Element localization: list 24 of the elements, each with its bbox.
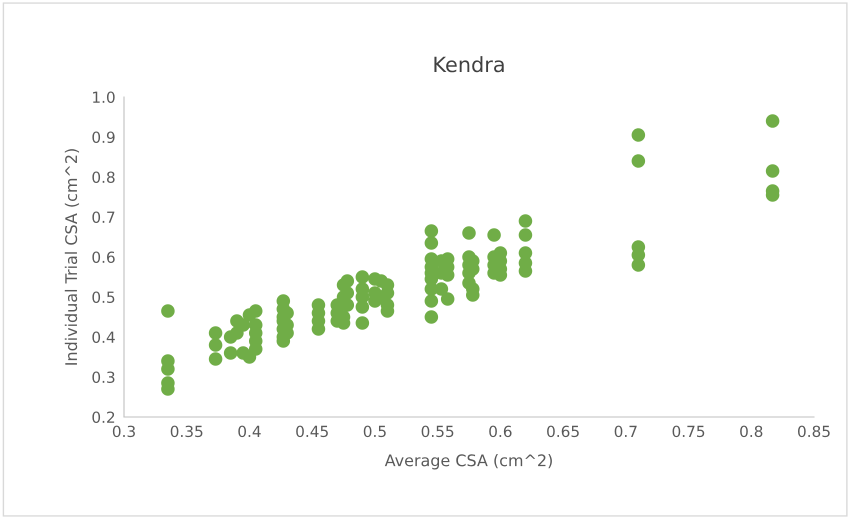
x-tick-label: 0.35 <box>170 426 202 438</box>
x-axis-title: Average CSA (cm^2) <box>384 454 552 470</box>
y-tick-label: 0.6 <box>92 251 115 264</box>
y-tick-label: 1.0 <box>93 91 115 104</box>
y-axis-title: Individual Trial CSA (cm^2) <box>64 149 80 365</box>
y-tick-label: 0.7 <box>92 211 114 224</box>
chart-title: Kendra <box>434 56 504 72</box>
y-tick-label: 0.4 <box>92 331 115 344</box>
x-tick-label: 0.45 <box>296 426 328 438</box>
x-tick-label: 0.55 <box>422 426 454 438</box>
x-tick-label: 0.75 <box>672 426 704 438</box>
y-tick-label: 0.8 <box>92 171 115 184</box>
y-tick-label: 0.2 <box>92 411 114 424</box>
x-tick-label: 0.6 <box>489 426 512 438</box>
x-tick-label: 0.8 <box>740 426 762 438</box>
x-tick-label: 0.7 <box>614 426 637 438</box>
y-tick-label: 0.5 <box>92 291 114 304</box>
x-tick-label: 0.4 <box>238 426 261 438</box>
x-tick-label: 0.3 <box>112 426 135 438</box>
y-tick-label: 0.9 <box>92 131 115 144</box>
x-tick-label: 0.85 <box>798 426 830 438</box>
x-tick-label: 0.65 <box>547 426 579 438</box>
x-tick-label: 0.5 <box>364 426 386 438</box>
y-tick-label: 0.3 <box>92 371 114 384</box>
